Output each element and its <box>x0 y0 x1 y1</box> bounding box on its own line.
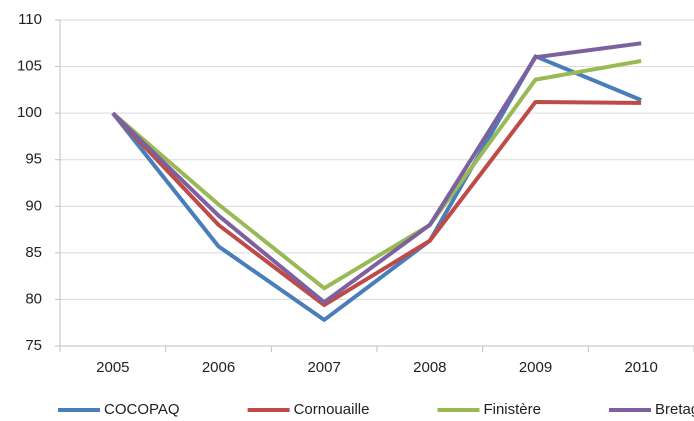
y-tick-label: 85 <box>25 244 42 261</box>
series-line <box>111 41 642 305</box>
legend-label: Cornouaille <box>294 401 370 418</box>
series-line <box>111 54 642 322</box>
x-tick-label: 2005 <box>96 359 129 376</box>
x-tick-label: 2009 <box>519 359 552 376</box>
y-tick-label: 80 <box>25 290 42 307</box>
series-line <box>111 59 642 291</box>
legend-label: COCOPAQ <box>104 401 180 418</box>
x-tick-label: 2007 <box>307 359 340 376</box>
y-tick-label: 90 <box>25 197 42 214</box>
y-tick-label: 100 <box>17 104 42 121</box>
x-tick-label: 2006 <box>202 359 235 376</box>
y-tick-label: 95 <box>25 151 42 168</box>
y-tick-label: 110 <box>18 11 42 28</box>
legend-label: Bretagne <box>655 401 694 418</box>
y-tick-label: 105 <box>17 58 42 75</box>
x-tick-label: 2010 <box>624 359 657 376</box>
series-line <box>111 99 642 308</box>
legend-label: Finistère <box>483 401 541 418</box>
y-tick-label: 75 <box>25 337 42 354</box>
x-tick-label: 2008 <box>413 359 446 376</box>
